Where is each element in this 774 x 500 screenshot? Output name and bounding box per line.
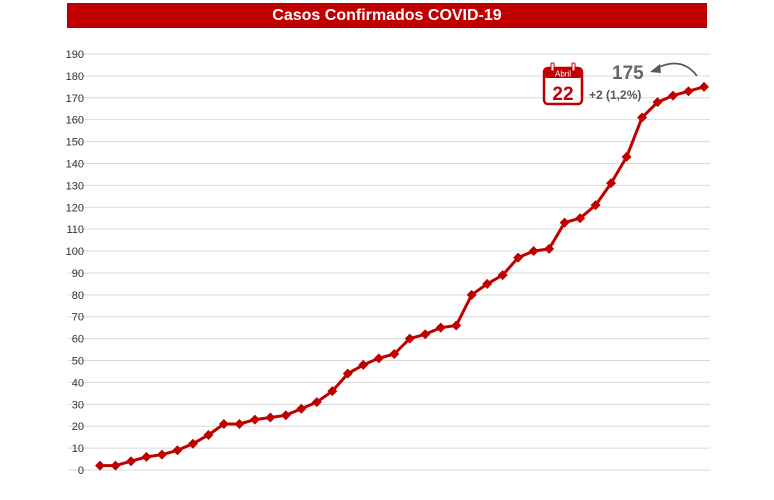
data-point: [404, 333, 415, 344]
data-point: [606, 178, 617, 189]
y-tick-label: 80: [72, 290, 84, 302]
y-tick-label: 40: [72, 377, 84, 389]
series-line-confirmed-cases: [100, 85, 705, 468]
data-point: [156, 449, 167, 460]
y-tick-label: 0: [78, 465, 84, 477]
calendar-icon: Abril 22: [542, 62, 584, 106]
data-point: [621, 151, 632, 162]
data-point: [358, 359, 369, 370]
data-point: [342, 368, 353, 379]
data-point: [203, 429, 214, 440]
data-point: [497, 270, 508, 281]
y-tick-label: 60: [72, 334, 84, 346]
y-tick-label: 190: [66, 49, 84, 61]
data-point: [125, 456, 136, 467]
data-point: [95, 460, 105, 471]
data-point: [637, 112, 648, 123]
data-point: [699, 81, 709, 92]
data-point: [327, 386, 338, 397]
data-point: [544, 243, 555, 254]
data-point: [451, 320, 462, 331]
y-axis: 0 10 20 30 40 50 60 70 80 90 100 110 120 130 140 150 160…: [66, 49, 84, 477]
latest-value-label: 175: [612, 63, 644, 84]
y-tick-label: 10: [72, 443, 84, 455]
data-point: [265, 412, 276, 423]
data-point: [172, 445, 183, 456]
y-tick-label: 170: [66, 93, 84, 105]
data-point: [466, 289, 477, 300]
data-point: [141, 451, 152, 462]
y-tick-label: 30: [72, 399, 84, 411]
data-point: [652, 97, 663, 108]
y-tick-label: 160: [66, 115, 84, 127]
y-tick-label: 90: [72, 268, 84, 280]
data-point: [668, 90, 679, 101]
data-point: [296, 403, 307, 414]
data-point: [249, 414, 260, 425]
chart-title: Casos Confirmados COVID-19: [67, 3, 707, 28]
data-point: [373, 353, 384, 364]
calendar-day: 22: [552, 84, 573, 105]
y-tick-label: 150: [66, 137, 84, 149]
data-point: [110, 460, 121, 471]
grid-lines: [68, 53, 710, 471]
data-point: [435, 322, 446, 333]
y-tick-label: 20: [72, 421, 84, 433]
data-point: [482, 278, 493, 289]
data-point: [389, 348, 400, 359]
data-point: [280, 410, 291, 421]
data-point: [311, 397, 322, 408]
y-tick-label: 180: [66, 71, 84, 83]
y-tick-label: 120: [66, 202, 84, 214]
data-point: [575, 213, 586, 224]
y-tick-label: 50: [72, 356, 84, 368]
data-point: [187, 438, 198, 449]
y-tick-label: 100: [66, 246, 84, 258]
data-point: [528, 246, 539, 257]
data-point: [420, 329, 431, 340]
data-markers: [95, 81, 709, 471]
y-tick-label: 140: [66, 158, 84, 170]
data-point: [513, 252, 524, 263]
data-point: [590, 200, 601, 211]
data-point: [218, 419, 229, 430]
y-tick-label: 130: [66, 180, 84, 192]
y-tick-label: 70: [72, 312, 84, 324]
curved-arrow-icon: [650, 62, 698, 77]
latest-change-label: +2 (1,2%): [589, 88, 641, 102]
data-point: [683, 86, 694, 97]
y-tick-label: 110: [66, 224, 84, 236]
calendar-month: Abril: [555, 70, 571, 79]
data-point: [559, 217, 570, 228]
data-point: [234, 419, 245, 430]
